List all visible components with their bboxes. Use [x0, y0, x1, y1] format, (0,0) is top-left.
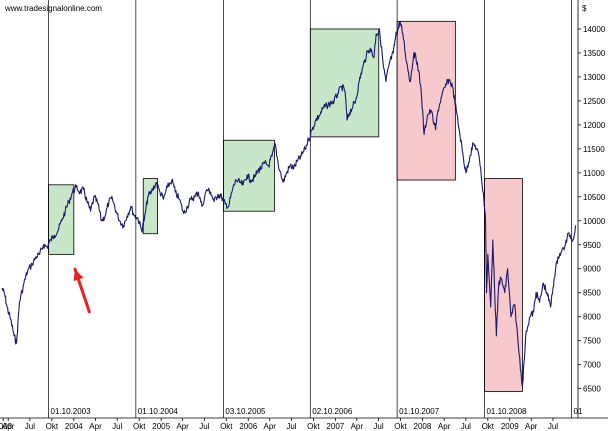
y-axis: 6500 7000 7500 8000 8500 9000 9500 10000 10500 11…	[577, 0, 606, 418]
y-tick-label: 7000	[583, 361, 601, 370]
x-tick-label: Jul	[373, 422, 383, 431]
x-tick-label: Jul	[25, 422, 35, 431]
y-tick-label: 10000	[583, 217, 606, 226]
x-tick-label: Apr	[263, 422, 276, 431]
y-unit-label: $	[582, 4, 587, 13]
x-tick-label: 2009	[501, 422, 519, 431]
marker-label: 03.10.2005	[225, 407, 266, 416]
source-label: www.tradesignalonline.com	[4, 4, 102, 13]
x-tick-label: Jul	[461, 422, 471, 431]
x-tick-label: Okt	[133, 422, 146, 431]
x-tick-label: 2004	[65, 422, 83, 431]
price-series-line	[1, 21, 577, 387]
highlight-box-gain	[48, 184, 75, 255]
x-tick-label: Okt	[220, 422, 233, 431]
x-tick-label: Apr	[176, 422, 189, 431]
y-tick-label: 11000	[583, 169, 605, 178]
annotation-arrow-head	[73, 269, 84, 282]
x-tick-label: Apr	[438, 422, 451, 431]
x-tick-label: 2008	[414, 422, 432, 431]
y-tick-label: 8000	[583, 313, 601, 322]
x-tick-label: Jul	[548, 422, 558, 431]
y-tick-label: 6500	[583, 385, 601, 394]
x-tick-label: Okt	[482, 422, 495, 431]
y-tick-label: 10500	[583, 193, 606, 202]
x-tick-label: Apr	[525, 422, 538, 431]
vertical-markers: 01.10.2003 01.10.2004 03.10.2005 02.10.2006…	[48, 0, 583, 418]
marker-label: 01.10.2007	[399, 407, 440, 416]
x-tick-label: 2006	[239, 422, 257, 431]
x-tick-label: Jul	[286, 422, 296, 431]
x-tick-label: Okt	[307, 422, 320, 431]
y-tick-label: 11500	[583, 145, 605, 154]
highlight-boxes	[48, 20, 523, 392]
x-tick-label: Okt	[46, 422, 59, 431]
x-tick-label: Jul	[199, 422, 209, 431]
marker-label: 01.10.2008	[486, 407, 527, 416]
series-lines	[1, 21, 577, 387]
highlight-box-gain	[309, 28, 380, 138]
highlight-box-loss	[484, 178, 523, 392]
marker-label: 01.10.2004	[138, 407, 179, 416]
highlight-box-loss	[396, 20, 456, 181]
x-tick-label: Apr	[89, 422, 102, 431]
x-axis: 2003AprJulOkt2004AprJulOkt2005AprJulOkt2…	[0, 417, 608, 431]
x-tick-label: 2005	[152, 422, 170, 431]
y-tick-label: 13500	[583, 49, 606, 58]
annotation-arrow	[73, 267, 91, 314]
y-tick-label: 12500	[583, 97, 606, 106]
x-tick-label: Jul	[112, 422, 122, 431]
y-tick-label: 9500	[583, 241, 601, 250]
x-tick-label: 2003	[0, 422, 13, 431]
x-tick-label: Apr	[351, 422, 364, 431]
y-tick-label: 8500	[583, 289, 601, 298]
x-tick-label: Okt	[394, 422, 407, 431]
marker-label: 02.10.2006	[312, 407, 353, 416]
y-tick-label: 14000	[583, 25, 606, 34]
x-tick-label: Apr	[2, 422, 15, 431]
marker-label: 01.10.2003	[51, 407, 92, 416]
y-tick-label: 7500	[583, 337, 601, 346]
x-tick-label: 2007	[326, 422, 344, 431]
highlight-box-gain	[142, 178, 158, 235]
y-tick-label: 9000	[583, 265, 601, 274]
y-tick-label: 13000	[583, 73, 606, 82]
y-tick-label: 12000	[583, 121, 606, 130]
